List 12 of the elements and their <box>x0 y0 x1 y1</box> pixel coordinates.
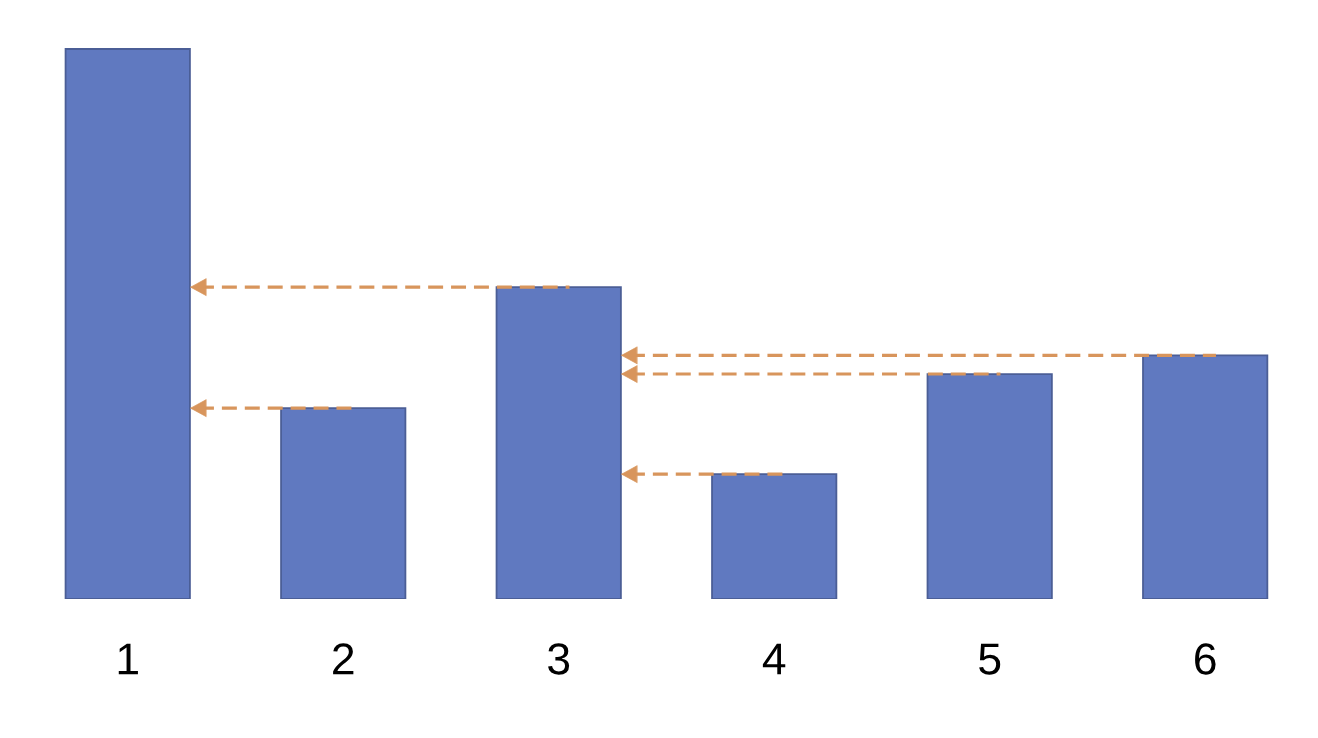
bar <box>711 473 838 599</box>
bar <box>64 48 191 599</box>
x-tick-label: 6 <box>1195 643 1216 675</box>
bar <box>495 286 622 599</box>
x-tick-label: 4 <box>762 643 786 675</box>
x-tick-label: 1 <box>118 643 138 675</box>
bar <box>926 373 1053 599</box>
x-tick-label: 5 <box>979 643 1001 675</box>
bar <box>1142 354 1269 599</box>
x-tick-label: 2 <box>333 643 354 675</box>
x-tick-label: 3 <box>548 643 570 675</box>
bar <box>280 407 407 599</box>
